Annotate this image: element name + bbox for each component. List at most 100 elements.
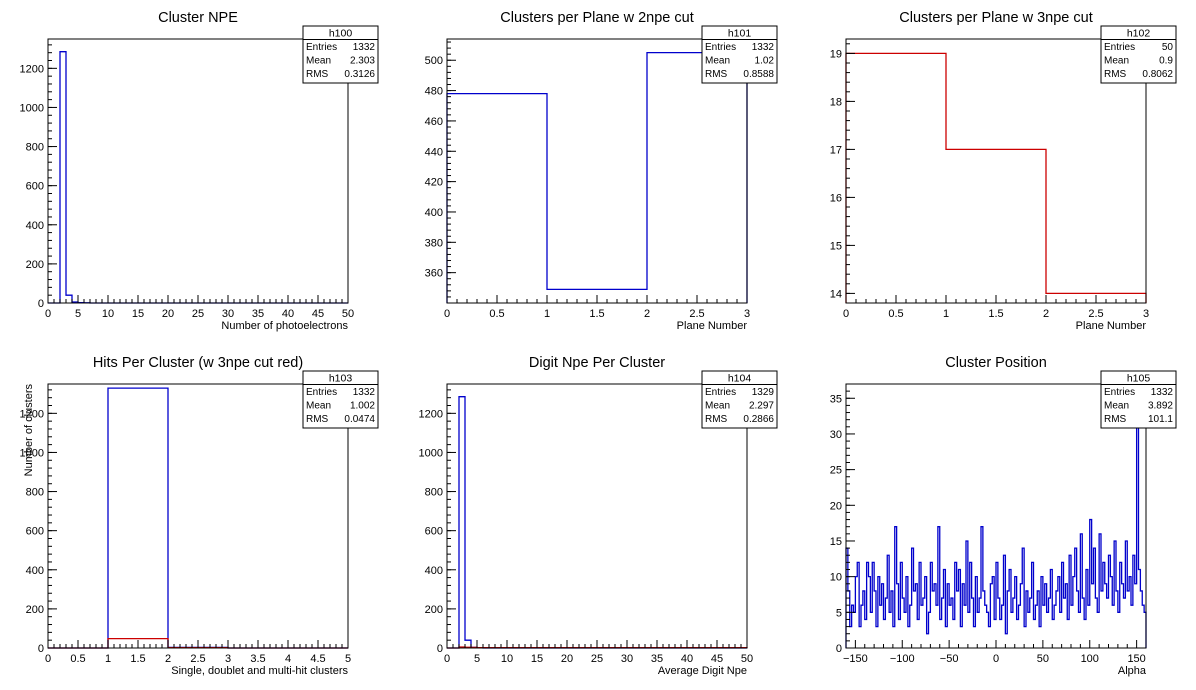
y-tick-label: 15 (830, 240, 842, 252)
y-tick-label: 360 (425, 268, 443, 280)
y-tick-label: 16 (830, 192, 842, 204)
y-tick-label: 20 (830, 500, 842, 512)
x-axis-label: Number of photoelectrons (221, 320, 348, 332)
stats-label-mean: Mean (705, 401, 730, 412)
x-tick-label: 3.5 (250, 653, 265, 665)
stats-name: h105 (1127, 373, 1151, 385)
stats-box: h101 Entries 1332 Mean 1.02 RMS 0.8588 (701, 25, 778, 84)
x-tick-label: 0.5 (489, 308, 504, 320)
x-tick-label: 3 (1143, 308, 1149, 320)
x-tick-label: 4.5 (310, 653, 325, 665)
y-tick-label: 200 (425, 604, 443, 616)
x-tick-label: 50 (741, 653, 753, 665)
y-tick-label: 500 (425, 55, 443, 67)
x-tick-label: −50 (940, 653, 959, 665)
x-tick-label: 0 (843, 308, 849, 320)
histogram-pad-h103: Hits Per Cluster (w 3npe cut red) 0 0.5 1 1.… (20, 355, 379, 677)
x-tick-label: 0.5 (888, 308, 903, 320)
stats-label-rms: RMS (1104, 69, 1127, 80)
y-tick-label: 5 (836, 607, 842, 619)
stats-box: h103 Entries 1332 Mean 1.002 RMS 0.0474 (302, 370, 379, 429)
x-tick-label: 1 (544, 308, 550, 320)
x-tick-label: 15 (132, 308, 144, 320)
x-tick-label: 4 (285, 653, 291, 665)
y-tick-label: 0 (836, 643, 842, 655)
stats-value-mean: 1.002 (350, 401, 375, 412)
stats-value-entries: 1332 (1151, 387, 1174, 398)
x-tick-label: 0 (993, 653, 999, 665)
x-tick-label: 150 (1127, 653, 1145, 665)
stats-label-entries: Entries (1104, 42, 1135, 53)
stats-value-rms: 0.8062 (1142, 69, 1173, 80)
x-tick-label: 0 (444, 653, 450, 665)
y-tick-label: 18 (830, 96, 842, 108)
stats-name: h104 (728, 373, 752, 385)
x-axis-label: Plane Number (1076, 320, 1147, 332)
histogram-pad-h101: Clusters per Plane w 2npe cut 0 0.5 1 1.5 2 2.… (425, 10, 778, 332)
histogram-series-0 (845, 52, 1147, 303)
stats-box: h100 Entries 1332 Mean 2.303 RMS 0.3126 (302, 25, 379, 84)
y-tick-label: 1000 (419, 447, 443, 459)
stats-name: h103 (329, 373, 353, 385)
y-tick-label: 400 (425, 565, 443, 577)
y-tick-label: 600 (26, 526, 44, 538)
x-axis-label: Alpha (1118, 665, 1147, 677)
histogram-title: Cluster NPE (158, 10, 238, 26)
y-tick-label: 0 (38, 643, 44, 655)
stats-label-mean: Mean (1104, 56, 1129, 67)
stats-label-entries: Entries (306, 42, 337, 53)
x-tick-label: 25 (591, 653, 603, 665)
stats-value-rms: 0.8588 (743, 69, 774, 80)
stats-label-entries: Entries (1104, 387, 1135, 398)
x-tick-label: 2.5 (190, 653, 205, 665)
histogram-pad-h104: Digit Npe Per Cluster 0 5 10 15 20 25 30 35 40 45 5… (419, 355, 778, 677)
stats-label-entries: Entries (705, 387, 736, 398)
y-tick-label: 420 (425, 177, 443, 189)
stats-box: h102 Entries 50 Mean 0.9 RMS 0.8062 (1100, 25, 1177, 84)
stats-label-mean: Mean (705, 56, 730, 67)
y-tick-label: 0 (437, 643, 443, 655)
stats-box-frame (1100, 370, 1177, 429)
histogram-pad-h102: Clusters per Plane w 3npe cut 0 0.5 1 1.5 2 2.… (830, 10, 1177, 332)
histogram-series-0 (845, 419, 1147, 648)
x-tick-label: 1 (943, 308, 949, 320)
y-tick-label: 1200 (20, 63, 44, 75)
x-tick-label: 2.5 (689, 308, 704, 320)
stats-label-rms: RMS (705, 414, 728, 425)
histogram-pad-h100: Cluster NPE 0 5 10 15 20 25 30 35 40 45 50 0 200 400 60… (20, 10, 379, 332)
x-tick-label: 1 (105, 653, 111, 665)
x-tick-label: 1.5 (130, 653, 145, 665)
histogram-title: Digit Npe Per Cluster (529, 355, 665, 371)
stats-value-rms: 0.2866 (743, 414, 774, 425)
x-tick-label: 3 (225, 653, 231, 665)
x-tick-label: 40 (282, 308, 294, 320)
x-tick-label: 2 (1043, 308, 1049, 320)
x-tick-label: 20 (162, 308, 174, 320)
y-tick-label: 17 (830, 144, 842, 156)
histogram-title: Cluster Position (945, 355, 1047, 371)
stats-label-rms: RMS (306, 414, 329, 425)
histogram-pad-h105: Cluster Position −150 −100 −50 0 50 100 150 0 5 10… (830, 355, 1177, 677)
y-tick-label: 1200 (419, 408, 443, 420)
y-tick-label: 1000 (20, 447, 44, 459)
stats-value-entries: 1332 (353, 387, 376, 398)
stats-box-frame (302, 25, 379, 84)
stats-box: h104 Entries 1329 Mean 2.297 RMS 0.2866 (701, 370, 778, 429)
x-tick-label: 30 (222, 308, 234, 320)
stats-value-mean: 2.303 (350, 56, 375, 67)
y-tick-label: 1200 (20, 408, 44, 420)
y-tick-label: 480 (425, 86, 443, 98)
stats-value-rms: 0.0474 (344, 414, 375, 425)
stats-name: h100 (329, 28, 353, 40)
x-tick-label: 15 (531, 653, 543, 665)
histogram-title: Clusters per Plane w 3npe cut (899, 10, 1092, 26)
stats-name: h101 (728, 28, 752, 40)
x-tick-label: −100 (890, 653, 915, 665)
y-tick-label: 400 (26, 565, 44, 577)
stats-value-mean: 0.9 (1159, 56, 1173, 67)
x-tick-label: 0.5 (70, 653, 85, 665)
y-tick-label: 1000 (20, 102, 44, 114)
stats-box-frame (701, 370, 778, 429)
x-tick-label: 0 (444, 308, 450, 320)
x-tick-label: 50 (1037, 653, 1049, 665)
